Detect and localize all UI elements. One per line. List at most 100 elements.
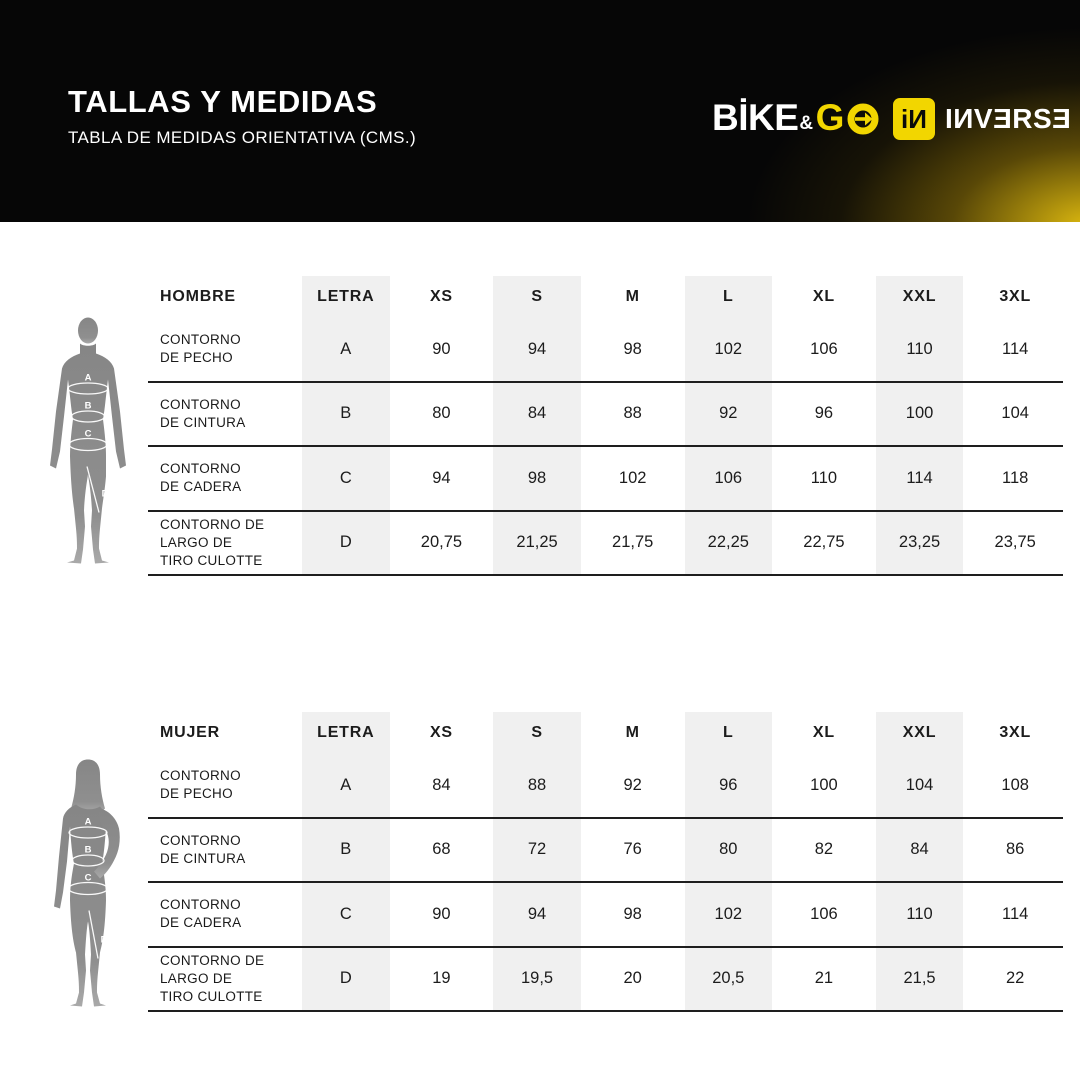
row-letter: A bbox=[298, 754, 394, 817]
column-header-s: S bbox=[489, 276, 585, 318]
value-cell: 23,75 bbox=[994, 533, 1036, 552]
column-header-m: M bbox=[625, 288, 640, 305]
value-cell: 92 bbox=[681, 382, 777, 445]
value-cell: 21,5 bbox=[872, 947, 968, 1010]
row-letter: A bbox=[298, 318, 394, 381]
female-silhouette-icon: A B C D bbox=[54, 759, 120, 1007]
row-label: CONTORNO DE PECHO bbox=[160, 768, 241, 802]
value-cell: 98 bbox=[489, 447, 585, 510]
column-header-l: L bbox=[681, 276, 777, 318]
value-cell: 19 bbox=[432, 969, 451, 988]
value-cell: 102 bbox=[681, 318, 777, 381]
inverse-badge-icon: iИ bbox=[893, 98, 935, 140]
value-cell: 20,75 bbox=[420, 533, 463, 552]
row-label: CONTORNO DE PECHO bbox=[160, 332, 241, 366]
column-header-letra: LETRA bbox=[298, 276, 394, 318]
yellow-glow-decoration bbox=[580, 0, 1080, 222]
women-size-table: MUJER LETRA XS S M L XL XXL 3XL CONTORNO… bbox=[148, 712, 1063, 1012]
value-cell: 22 bbox=[1006, 969, 1025, 988]
value-cell: 88 bbox=[623, 404, 642, 423]
value-cell: 21 bbox=[814, 969, 834, 988]
value-cell: 94 bbox=[489, 883, 585, 946]
column-header-3xl: 3XL bbox=[999, 724, 1032, 741]
row-letter: D bbox=[298, 511, 394, 574]
column-header-3xl: 3XL bbox=[999, 288, 1032, 305]
value-cell: 84 bbox=[432, 775, 451, 794]
page-title: TALLAS Y MEDIDAS bbox=[68, 84, 378, 119]
male-chest-label: A bbox=[85, 373, 92, 384]
men-size-table: HOMBRE LETRA XS S M L XL XXL 3XL CONTORN… bbox=[148, 276, 1063, 576]
value-cell: 94 bbox=[432, 468, 451, 487]
female-waist-label: B bbox=[85, 845, 92, 856]
column-header-letra: LETRA bbox=[298, 712, 394, 754]
inverse-logo: iИ IИVƎRSƎ bbox=[893, 98, 1071, 140]
column-header-m: M bbox=[625, 724, 640, 741]
value-cell: 22,75 bbox=[803, 533, 845, 552]
row-letter: C bbox=[298, 883, 394, 946]
value-cell: 106 bbox=[681, 447, 777, 510]
row-label: CONTORNO DE CINTURA bbox=[160, 832, 246, 866]
value-cell: 114 bbox=[872, 447, 968, 510]
row-letter: D bbox=[298, 947, 394, 1010]
value-cell: 98 bbox=[623, 904, 642, 923]
table-row: CONTORNO DE CADERA C 90 94 98 102 106 11… bbox=[148, 883, 1063, 948]
table-row: CONTORNO DE CINTURA B 80 84 88 92 96 100… bbox=[148, 382, 1063, 447]
value-cell: 114 bbox=[1002, 339, 1029, 358]
circle-arrow-right-icon bbox=[847, 103, 879, 135]
value-cell: 96 bbox=[814, 404, 834, 423]
value-cell: 72 bbox=[489, 818, 585, 881]
male-hip-label: C bbox=[85, 429, 92, 440]
row-label: CONTORNO DE CADERA bbox=[160, 461, 242, 495]
value-cell: 94 bbox=[489, 318, 585, 381]
page-subtitle: TABLA DE MEDIDAS ORIENTATIVA (CMS.) bbox=[68, 128, 417, 147]
column-header-xl: XL bbox=[812, 724, 835, 741]
female-chest-label: A bbox=[85, 817, 92, 828]
value-cell: 100 bbox=[810, 775, 838, 794]
bikego-ampersand: & bbox=[799, 113, 813, 134]
women-table-title: MUJER bbox=[160, 724, 221, 741]
value-cell: 92 bbox=[623, 775, 642, 794]
value-cell: 100 bbox=[872, 382, 968, 445]
female-silhouette-figure: A B C D bbox=[43, 756, 133, 1011]
column-header-xxl: XXL bbox=[872, 276, 968, 318]
column-header-xxl: XXL bbox=[872, 712, 968, 754]
value-cell: 19,5 bbox=[489, 947, 585, 1010]
bikego-logo: BİKE & G bbox=[712, 97, 881, 138]
value-cell: 104 bbox=[1001, 404, 1029, 423]
column-header-l: L bbox=[681, 712, 777, 754]
row-label: CONTORNO DE CADERA bbox=[160, 897, 242, 931]
value-cell: 110 bbox=[810, 468, 838, 487]
value-cell: 22,25 bbox=[681, 511, 777, 574]
row-label: CONTORNO DE CINTURA bbox=[160, 396, 246, 430]
value-cell: 21,25 bbox=[489, 511, 585, 574]
female-inseam-label: D bbox=[101, 935, 108, 946]
value-cell: 82 bbox=[814, 840, 834, 859]
title-block: TALLAS Y MEDIDAS TABLA DE MEDIDAS ORIENT… bbox=[68, 84, 416, 148]
value-cell: 20 bbox=[623, 969, 642, 988]
table-row: CONTORNO DE LARGO DE TIRO CULOTTE D 19 1… bbox=[148, 947, 1063, 1012]
value-cell: 104 bbox=[872, 754, 968, 817]
value-cell: 98 bbox=[623, 339, 642, 358]
page-header: TALLAS Y MEDIDAS TABLA DE MEDIDAS ORIENT… bbox=[0, 0, 1080, 222]
column-header-xs: XS bbox=[429, 724, 453, 741]
value-cell: 90 bbox=[432, 904, 451, 923]
value-cell: 110 bbox=[872, 318, 968, 381]
value-cell: 106 bbox=[810, 904, 838, 923]
value-cell: 86 bbox=[1006, 840, 1025, 859]
male-silhouette-icon: A B C D bbox=[50, 317, 126, 564]
value-cell: 80 bbox=[432, 404, 451, 423]
value-cell: 84 bbox=[489, 382, 585, 445]
table-row: CONTORNO DE PECHO A 84 88 92 96 100 104 … bbox=[148, 754, 1063, 819]
value-cell: 21,75 bbox=[612, 533, 654, 552]
value-cell: 96 bbox=[681, 754, 777, 817]
inverse-wordmark: IИVƎRSƎ bbox=[945, 103, 1072, 134]
column-header-xl: XL bbox=[812, 288, 835, 305]
row-letter: C bbox=[298, 447, 394, 510]
table-row: CONTORNO DE PECHO A 90 94 98 102 106 110… bbox=[148, 318, 1063, 383]
value-cell: 114 bbox=[1002, 904, 1029, 923]
value-cell: 90 bbox=[432, 339, 451, 358]
row-letter: B bbox=[298, 818, 394, 881]
men-table-title: HOMBRE bbox=[160, 288, 236, 305]
bikego-g: G bbox=[815, 97, 845, 138]
female-hip-label: C bbox=[85, 873, 92, 884]
